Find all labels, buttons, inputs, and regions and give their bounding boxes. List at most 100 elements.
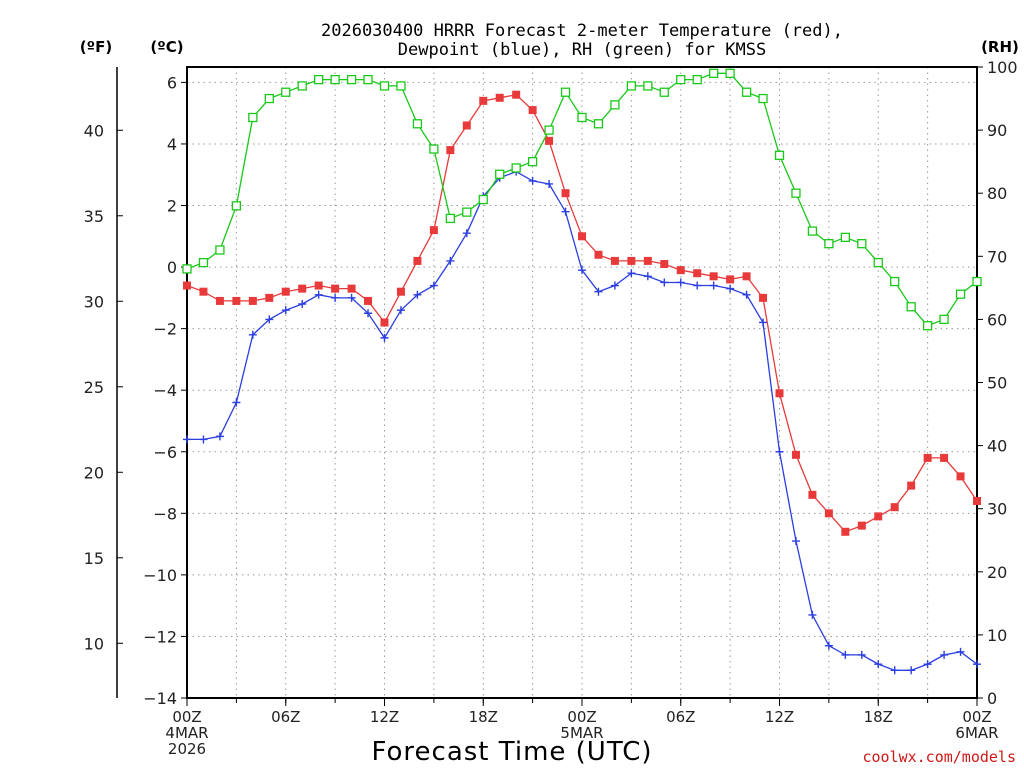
temperature-point xyxy=(808,490,817,499)
rh-point xyxy=(182,264,192,274)
temperature-point xyxy=(791,450,800,459)
rh-point xyxy=(478,194,488,205)
dewpoint-point xyxy=(791,537,800,546)
rh-tick-label: 20 xyxy=(987,563,1007,582)
rh-point xyxy=(297,81,307,91)
source-credit: coolwx.com/models xyxy=(862,748,1016,766)
series-lines xyxy=(182,68,982,675)
dewpoint-point xyxy=(594,287,603,296)
celsius-tick-label: −8 xyxy=(153,504,177,523)
rh-tick-label: 70 xyxy=(987,247,1007,266)
temperature-point xyxy=(183,281,191,290)
chart-title-line-1: 2026030400 HRRR Forecast 2-meter Tempera… xyxy=(321,21,843,41)
rh-point xyxy=(709,68,719,78)
temperature-point xyxy=(874,512,883,521)
dewpoint-point xyxy=(281,306,290,315)
rh-point xyxy=(429,144,439,154)
temperature-point xyxy=(413,256,422,265)
rh-point xyxy=(610,100,620,110)
rh-point xyxy=(396,81,406,91)
temperature-point xyxy=(923,453,932,462)
temperature-point xyxy=(298,284,307,293)
rh-point xyxy=(626,81,637,91)
temperature-point xyxy=(446,146,455,155)
temperature-point xyxy=(215,296,224,305)
temperature-point xyxy=(594,250,603,259)
dewpoint-point xyxy=(709,281,718,290)
celsius-tick-label: −4 xyxy=(153,381,177,400)
temperature-line xyxy=(186,94,978,533)
dewpoint-point xyxy=(183,435,191,444)
rh-point xyxy=(774,150,785,160)
dewpoint-point xyxy=(643,272,652,281)
rh-tick-label: 80 xyxy=(987,184,1007,203)
rh-point xyxy=(264,93,274,104)
temperature-point xyxy=(331,284,340,293)
rh-point xyxy=(379,81,390,91)
rh-tick-label: 90 xyxy=(987,121,1007,140)
rh-point xyxy=(314,74,324,85)
temperature-point xyxy=(512,90,521,99)
temperature-point xyxy=(890,503,899,512)
rh-tick-label: 100 xyxy=(987,58,1018,77)
celsius-tick-label: 0 xyxy=(167,258,177,277)
dewpoint-point xyxy=(429,281,438,290)
dewpoint-point xyxy=(347,293,356,302)
x-tick-date-label: 5MAR xyxy=(560,724,603,742)
temperature-point xyxy=(907,481,916,490)
temperature-point xyxy=(742,272,751,281)
rh-point xyxy=(741,87,752,97)
x-tick-label: 18Z xyxy=(469,708,498,726)
rh-tick-label: 60 xyxy=(987,310,1007,329)
dewpoint-point xyxy=(841,650,850,659)
rh-point xyxy=(330,74,340,85)
dewpoint-point xyxy=(331,293,340,302)
x-tick-label: 12Z xyxy=(765,708,794,726)
temperature-point xyxy=(347,284,356,293)
fahrenheit-tick-label: 20 xyxy=(84,463,104,482)
temperature-point xyxy=(199,287,208,296)
rh-point xyxy=(857,239,867,249)
dewpoint-point xyxy=(528,176,537,185)
rh-tick-label: 40 xyxy=(987,437,1007,456)
celsius-tick-label: −14 xyxy=(143,689,177,708)
temperature-point xyxy=(314,281,323,290)
temperature-point xyxy=(759,293,768,302)
dewpoint-point xyxy=(413,290,422,299)
rh-point xyxy=(281,87,291,97)
x-tick-date-label: 2026 xyxy=(168,740,206,758)
celsius-tick-label: −6 xyxy=(153,443,177,462)
x-tick-label: 06Z xyxy=(666,708,695,726)
rh-point xyxy=(462,207,472,217)
rh-tick-label: 10 xyxy=(987,626,1007,645)
fahrenheit-tick-label: 35 xyxy=(84,207,104,226)
dewpoint-point xyxy=(742,290,751,299)
rh-point xyxy=(758,93,768,104)
rh-point xyxy=(890,276,900,287)
rh-point xyxy=(412,119,423,129)
dewpoint-point xyxy=(545,179,554,188)
temperature-point xyxy=(643,256,652,265)
axes-ticks: 6420−2−4−6−8−10−12−144035302520151010090… xyxy=(84,58,1018,758)
x-tick-date-label: 4MAR xyxy=(165,724,208,742)
temperature-point xyxy=(693,269,702,278)
dewpoint-point xyxy=(824,641,833,650)
rh-point xyxy=(593,119,604,129)
rh-point xyxy=(511,163,521,173)
dewpoint-point xyxy=(973,660,981,669)
dewpoint-point xyxy=(232,398,241,407)
x-tick-label: 00Z xyxy=(567,708,596,726)
rh-tick-label: 30 xyxy=(987,500,1007,519)
fahrenheit-tick-label: 30 xyxy=(84,292,104,311)
fahrenheit-tick-label: 25 xyxy=(84,378,104,397)
temperature-point xyxy=(495,93,504,102)
temperature-point xyxy=(660,259,669,268)
rh-point xyxy=(560,87,571,97)
fahrenheit-unit-label: (ºF) xyxy=(80,38,112,56)
temperature-point xyxy=(248,296,257,305)
dewpoint-point xyxy=(940,650,949,659)
dewpoint-point xyxy=(298,300,307,309)
dewpoint-point xyxy=(676,278,685,287)
chart-title-line-2: Dewpoint (blue), RH (green) for KMSS xyxy=(398,40,766,60)
temperature-point xyxy=(940,453,949,462)
